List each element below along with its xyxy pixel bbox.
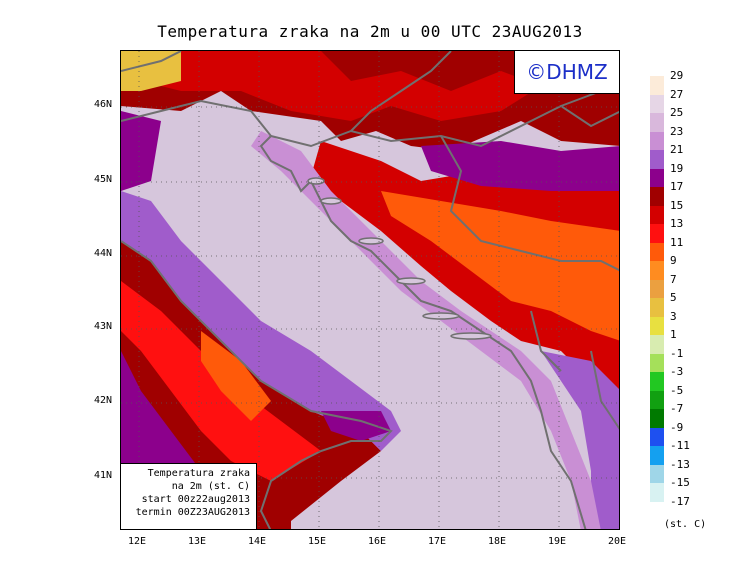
legend-label: -7 — [670, 402, 684, 415]
lon-label-15e: 15E — [308, 536, 327, 547]
legend-label: 29 — [670, 69, 684, 82]
legend-swatch — [650, 261, 664, 280]
legend-label: 15 — [670, 198, 684, 212]
legend-swatch — [650, 131, 664, 150]
legend-label: -13 — [670, 457, 690, 471]
map-title: Temperatura zraka na 2m u 00 UTC 23AUG20… — [157, 22, 583, 41]
legend-label: 13 — [670, 217, 684, 230]
legend-swatch — [650, 150, 664, 169]
balkan-hot-zone — [381, 191, 619, 341]
legend-label: -17 — [670, 494, 690, 508]
legend-swatch — [650, 224, 664, 243]
temperature-field — [121, 51, 619, 529]
legend-label: 19 — [670, 161, 684, 175]
legend-swatch — [650, 205, 664, 224]
lon-label-17e: 17E — [428, 536, 447, 547]
balkan-cool-north — [421, 141, 619, 191]
legend-label: 1 — [670, 328, 677, 341]
info-line-2: na 2m (st. C) — [171, 481, 250, 492]
legend-swatch — [650, 94, 664, 113]
northwest-warm — [121, 51, 181, 91]
legend-swatch — [650, 427, 664, 446]
lon-label-13e: 13E — [188, 536, 207, 547]
legend-swatch — [650, 316, 664, 335]
lat-label-42n: 42N — [94, 395, 113, 406]
legend-label: 21 — [670, 143, 684, 156]
coastlines — [121, 51, 619, 529]
legend-swatch — [650, 446, 664, 465]
legend-swatch — [650, 464, 664, 483]
adriatic-coast-strip — [251, 131, 601, 529]
lat-label-43n: 43N — [94, 321, 113, 332]
legend-label: -1 — [670, 346, 684, 360]
temperature-map: ©DHMZ Temperatura zraka na 2m (st. C) st… — [120, 50, 620, 530]
legend-swatch — [650, 168, 664, 187]
lon-label-20e: 20E — [608, 536, 627, 547]
legend-swatch — [650, 353, 664, 372]
legend-swatch — [650, 113, 664, 132]
northern-hot-core — [121, 51, 541, 121]
info-line-1: Temperatura zraka — [147, 468, 250, 479]
info-box: Temperatura zraka na 2m (st. C) start 00… — [121, 463, 257, 529]
legend-label: 25 — [670, 106, 684, 119]
lat-label-46n: 46N — [94, 99, 113, 110]
italy-land — [121, 111, 161, 191]
italy-warm-core — [201, 331, 271, 421]
lon-label-19e: 19E — [548, 536, 567, 547]
legend-label: 27 — [670, 87, 684, 101]
legend-unit: (st. C) — [664, 519, 707, 530]
legend-label: 5 — [670, 291, 677, 304]
info-line-3: start 00z22aug2013 — [141, 494, 250, 505]
lat-label-45n: 45N — [94, 174, 113, 185]
copyright-badge: ©DHMZ — [514, 51, 619, 94]
legend-swatch — [650, 335, 664, 354]
gargano-cool — [321, 411, 391, 441]
balkan-land — [311, 141, 619, 445]
legend-swatch — [650, 279, 664, 298]
lon-label-18e: 18E — [488, 536, 507, 547]
legend-swatch — [650, 372, 664, 391]
legend-swatch — [650, 187, 664, 206]
legend-label: -5 — [670, 383, 684, 397]
legend-label: 7 — [670, 272, 677, 286]
lon-label-16e: 16E — [368, 536, 387, 547]
legend-label: -9 — [670, 420, 684, 434]
graticule — [121, 51, 619, 529]
legend-label: -15 — [670, 476, 690, 489]
legend-swatch — [650, 298, 664, 317]
lon-label-14e: 14E — [248, 536, 267, 547]
legend-swatch — [650, 409, 664, 428]
lat-label-44n: 44N — [94, 248, 113, 259]
legend-label: 3 — [670, 309, 677, 323]
legend-swatch — [650, 76, 664, 95]
islands — [307, 177, 492, 340]
legend-label: 17 — [670, 180, 684, 193]
legend-swatch — [650, 242, 664, 261]
lat-label-41n: 41N — [94, 470, 113, 481]
legend-label: -3 — [670, 365, 684, 378]
legend-swatch — [650, 483, 664, 502]
legend-label: 9 — [670, 254, 677, 267]
legend-label: 23 — [670, 124, 684, 138]
legend-label: 11 — [670, 235, 684, 249]
legend-swatch — [650, 390, 664, 409]
lon-label-12e: 12E — [128, 536, 147, 547]
info-line-4: termin 00Z23AUG2013 — [135, 507, 250, 518]
legend-label: -11 — [670, 439, 690, 452]
